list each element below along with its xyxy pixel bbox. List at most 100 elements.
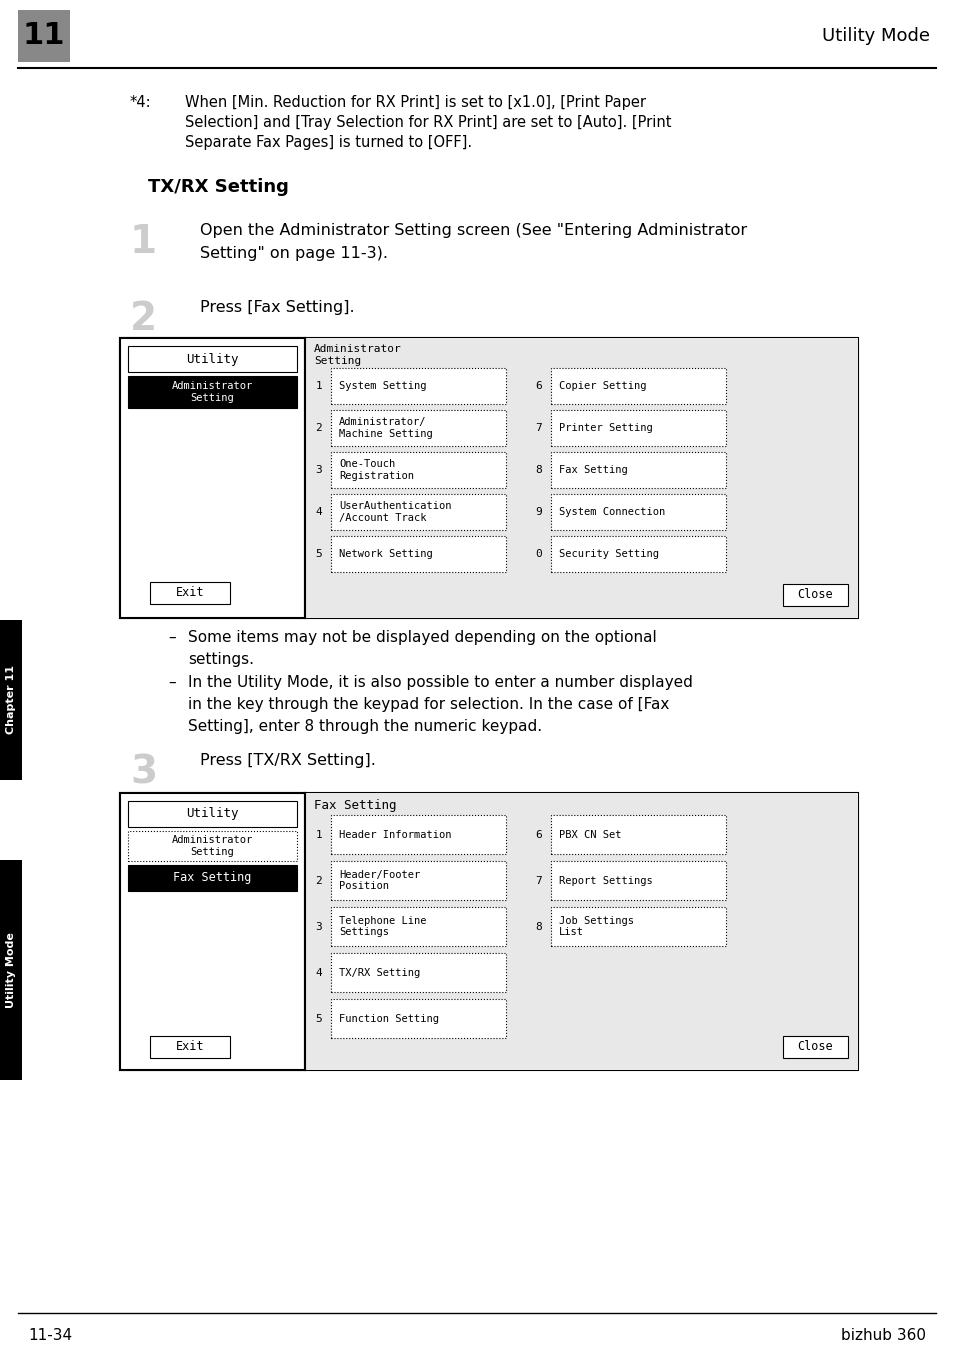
Text: Function Setting: Function Setting <box>338 1014 438 1023</box>
Bar <box>331 907 505 946</box>
Text: 3: 3 <box>315 465 322 475</box>
Text: TX/RX Setting: TX/RX Setting <box>148 178 289 196</box>
Text: Job Settings
List: Job Settings List <box>558 915 634 937</box>
Bar <box>551 452 725 488</box>
Bar <box>782 584 847 606</box>
Text: Press [Fax Setting].: Press [Fax Setting]. <box>200 300 355 315</box>
Text: Some items may not be displayed depending on the optional: Some items may not be displayed dependin… <box>188 630 656 645</box>
Text: Header/Footer
Position: Header/Footer Position <box>338 869 420 891</box>
Bar <box>128 831 296 861</box>
Text: Close: Close <box>797 1041 832 1053</box>
Text: Administrator/
Machine Setting: Administrator/ Machine Setting <box>338 418 433 439</box>
Text: 6: 6 <box>535 381 542 391</box>
Bar <box>331 452 505 488</box>
Bar <box>782 1036 847 1059</box>
Text: 11: 11 <box>23 22 65 50</box>
Bar <box>128 800 296 827</box>
Text: 0: 0 <box>535 549 542 558</box>
Text: Administrator
Setting: Administrator Setting <box>314 343 401 365</box>
Text: Telephone Line
Settings: Telephone Line Settings <box>338 915 426 937</box>
Text: in the key through the keypad for selection. In the case of [Fax: in the key through the keypad for select… <box>188 698 669 713</box>
Bar <box>150 1036 230 1059</box>
Text: 1: 1 <box>130 223 157 261</box>
Bar <box>331 861 505 900</box>
Text: Separate Fax Pages] is turned to [OFF].: Separate Fax Pages] is turned to [OFF]. <box>185 135 472 150</box>
Text: bizhub 360: bizhub 360 <box>841 1328 925 1343</box>
Bar <box>331 999 505 1038</box>
Bar <box>551 815 725 854</box>
Text: One-Touch
Registration: One-Touch Registration <box>338 460 414 481</box>
Text: 2: 2 <box>130 300 157 338</box>
Bar <box>551 535 725 572</box>
Text: TX/RX Setting: TX/RX Setting <box>338 968 420 977</box>
Text: –: – <box>168 675 175 690</box>
Text: settings.: settings. <box>188 652 253 667</box>
Bar <box>551 861 725 900</box>
Text: PBX CN Set: PBX CN Set <box>558 830 620 840</box>
Bar <box>120 794 857 1069</box>
Bar <box>551 368 725 404</box>
Text: 3: 3 <box>315 922 322 932</box>
Text: When [Min. Reduction for RX Print] is set to [x1.0], [Print Paper: When [Min. Reduction for RX Print] is se… <box>185 95 645 110</box>
Bar <box>331 410 505 446</box>
Bar <box>0 860 22 1080</box>
Bar <box>0 621 22 780</box>
Text: 4: 4 <box>315 968 322 977</box>
Text: 4: 4 <box>315 507 322 516</box>
Text: 2: 2 <box>315 876 322 886</box>
Text: 6: 6 <box>535 830 542 840</box>
Text: *4:: *4: <box>130 95 152 110</box>
Text: Exit: Exit <box>175 587 204 599</box>
Text: System Connection: System Connection <box>558 507 664 516</box>
Text: Copier Setting: Copier Setting <box>558 381 646 391</box>
Bar <box>306 338 857 618</box>
Bar <box>120 794 305 1069</box>
Text: Utility: Utility <box>186 807 238 821</box>
Bar <box>150 581 230 604</box>
Bar <box>306 794 857 1069</box>
Bar <box>128 346 296 372</box>
Bar <box>331 493 505 530</box>
Text: Setting], enter 8 through the numeric keypad.: Setting], enter 8 through the numeric ke… <box>188 719 541 734</box>
Text: UserAuthentication
/Account Track: UserAuthentication /Account Track <box>338 502 451 523</box>
Text: Administrator
Setting: Administrator Setting <box>172 381 253 403</box>
Text: 3: 3 <box>130 753 157 791</box>
Text: Chapter 11: Chapter 11 <box>6 665 16 734</box>
Text: Selection] and [Tray Selection for RX Print] are set to [Auto]. [Print: Selection] and [Tray Selection for RX Pr… <box>185 115 671 130</box>
Bar <box>128 865 296 891</box>
Text: 7: 7 <box>535 423 542 433</box>
Text: Security Setting: Security Setting <box>558 549 659 558</box>
Text: Header Information: Header Information <box>338 830 451 840</box>
Text: Utility Mode: Utility Mode <box>6 932 16 1009</box>
Text: 2: 2 <box>315 423 322 433</box>
Text: 5: 5 <box>315 549 322 558</box>
Text: Utility Mode: Utility Mode <box>821 27 929 45</box>
Bar <box>551 410 725 446</box>
Bar <box>18 9 70 62</box>
Text: Printer Setting: Printer Setting <box>558 423 652 433</box>
Text: –: – <box>168 630 175 645</box>
Text: Network Setting: Network Setting <box>338 549 433 558</box>
Text: Exit: Exit <box>175 1041 204 1053</box>
Bar <box>331 535 505 572</box>
Text: Fax Setting: Fax Setting <box>314 799 396 813</box>
Bar <box>331 953 505 992</box>
Text: Administrator
Setting: Administrator Setting <box>172 836 253 857</box>
Text: Utility: Utility <box>186 353 238 365</box>
Text: Fax Setting: Fax Setting <box>173 872 252 884</box>
Text: Setting" on page 11-3).: Setting" on page 11-3). <box>200 246 388 261</box>
Bar <box>120 338 305 618</box>
Text: Open the Administrator Setting screen (See "Entering Administrator: Open the Administrator Setting screen (S… <box>200 223 746 238</box>
Text: 8: 8 <box>535 465 542 475</box>
Bar <box>120 338 857 618</box>
Bar <box>331 368 505 404</box>
Text: Fax Setting: Fax Setting <box>558 465 627 475</box>
Bar <box>128 376 296 408</box>
Text: 9: 9 <box>535 507 542 516</box>
Bar <box>551 493 725 530</box>
Text: 5: 5 <box>315 1014 322 1023</box>
Text: 8: 8 <box>535 922 542 932</box>
Text: 11-34: 11-34 <box>28 1328 72 1343</box>
Text: System Setting: System Setting <box>338 381 426 391</box>
Bar <box>551 907 725 946</box>
